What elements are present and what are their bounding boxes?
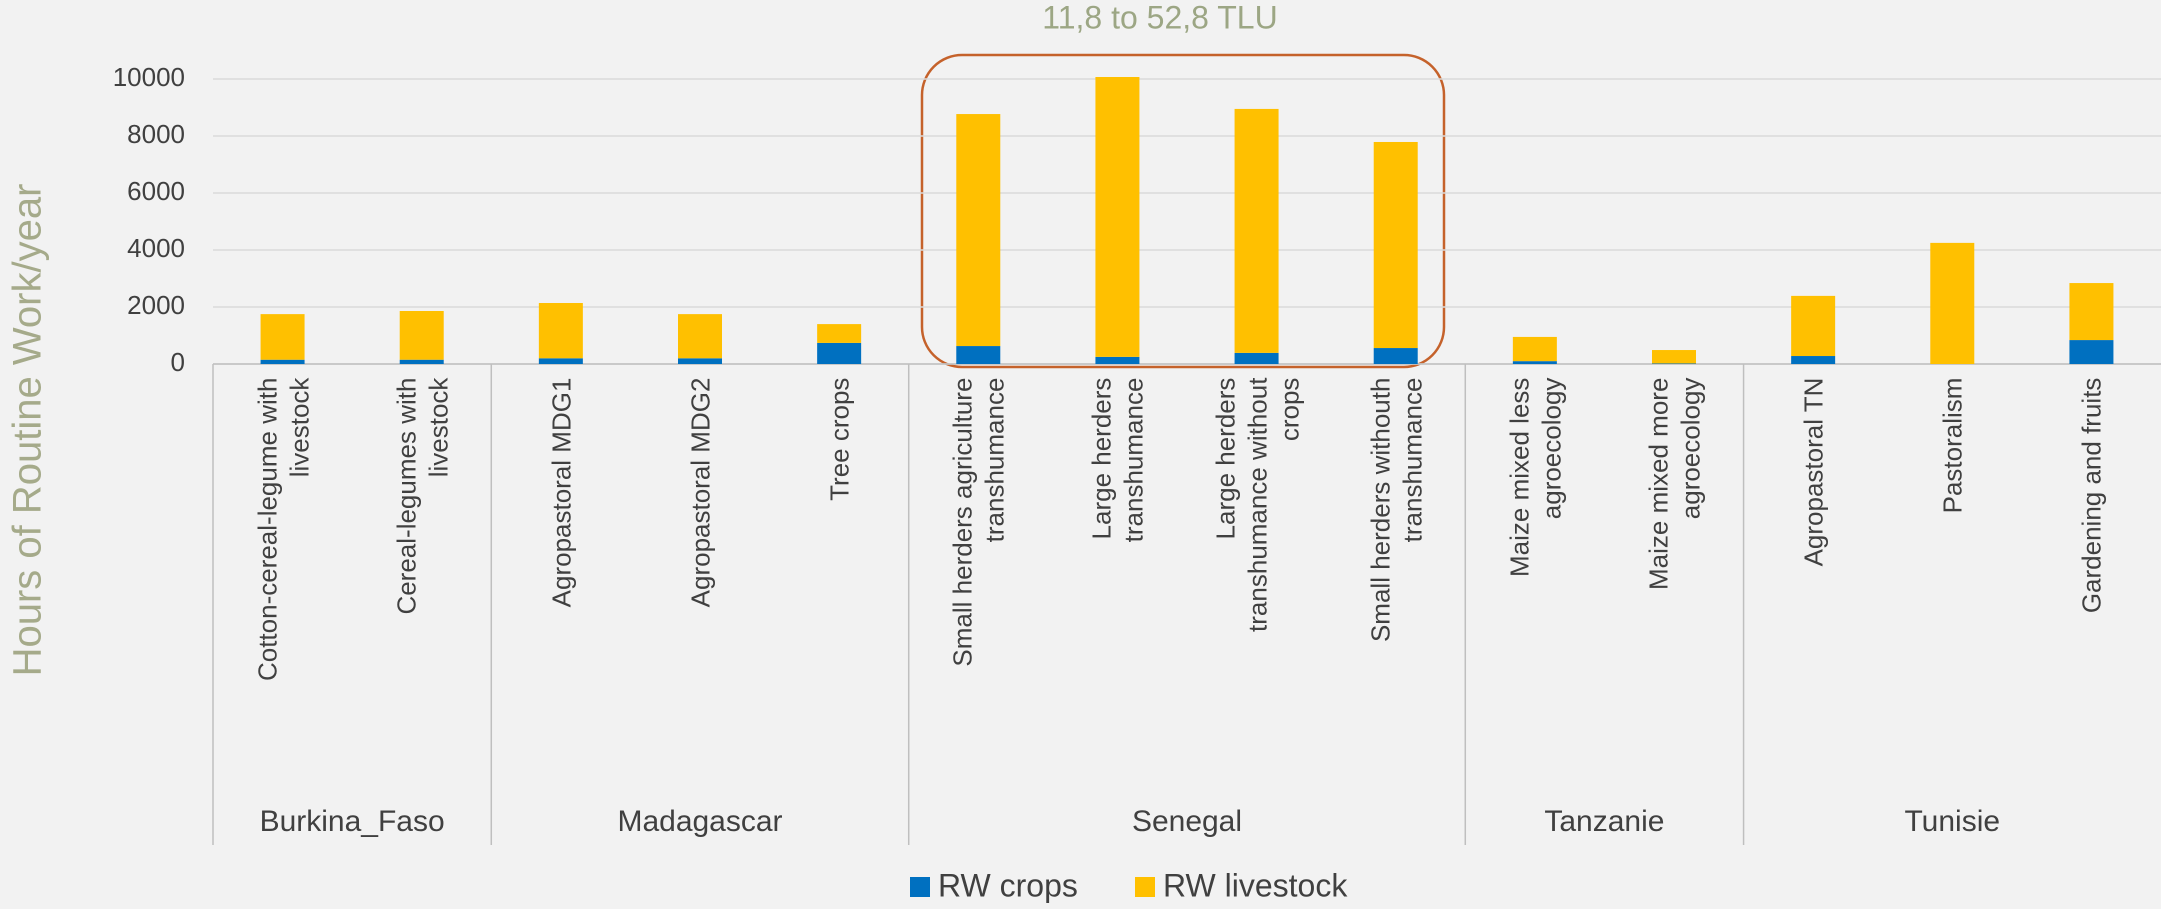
bar-segment <box>2069 340 2114 364</box>
bar-segment <box>399 359 444 364</box>
x-tick-label: Agropastoral TN <box>1798 377 1829 567</box>
legend-label: RW crops <box>938 867 1078 903</box>
y-tick-label: 0 <box>171 347 185 377</box>
bar-segment <box>1930 242 1975 364</box>
x-tick-label: Maize mixed less agroecology <box>1503 377 1566 578</box>
legend-swatch <box>910 877 930 897</box>
annotation: 11,8 to 52,8 TLU <box>1042 0 1277 35</box>
bar-segment <box>538 303 583 359</box>
bar-segment <box>1095 77 1140 357</box>
group-label: Burkina_Faso <box>260 805 445 838</box>
bar-segment <box>1234 108 1279 353</box>
x-tick-label: Agropastoral MDG1 <box>545 377 576 608</box>
bar-segment <box>2069 283 2114 341</box>
x-tick-label: Cotton-cereal-legume with livestock <box>251 377 314 682</box>
legend-label: RW livestock <box>1163 867 1348 903</box>
bar-segment <box>1373 348 1418 364</box>
bar-segment <box>1512 361 1557 364</box>
bar-segment <box>399 310 444 360</box>
group-label: Senegal <box>1132 805 1242 838</box>
bar-segment <box>678 358 722 364</box>
bar-segment <box>260 314 305 360</box>
bar-segment <box>1791 356 1836 364</box>
bar-segment <box>956 346 1001 364</box>
y-tick-label: 2000 <box>127 290 185 320</box>
bar-segment <box>817 342 862 364</box>
x-tick-label: Tree crops <box>824 377 855 502</box>
x-tick-label: Cereal-legumes with livestock <box>390 377 453 615</box>
bar-segment <box>1512 336 1557 362</box>
bar-segment <box>817 324 862 343</box>
y-tick-label: 4000 <box>127 233 185 263</box>
x-tick-label: Pastoralism <box>1937 377 1968 514</box>
x-tick-label: Maize mixed more agroecology <box>1642 377 1705 591</box>
group-label: Tanzanie <box>1544 805 1664 838</box>
x-tick-label: Agropastoral MDG2 <box>684 377 715 608</box>
group-label: Tunisie <box>1904 805 2000 838</box>
highlight-box <box>920 53 1446 369</box>
x-tick-label: Large herders transhumance without crops <box>1209 377 1304 633</box>
bar-segment <box>538 358 583 364</box>
bar-segment <box>1652 363 1696 364</box>
x-tick-label: Gardening and fruits <box>2076 377 2107 614</box>
bar-segment <box>1652 350 1696 364</box>
bar-segment <box>678 314 722 359</box>
legend-swatch <box>1135 877 1155 897</box>
x-tick-label: Small herders agriculture transhumance <box>947 377 1010 668</box>
bar-segment <box>1095 356 1140 364</box>
x-tick-label: Large herders transhumance <box>1086 377 1149 543</box>
y-tick-label: 6000 <box>127 176 185 206</box>
group-label: Madagascar <box>617 805 782 838</box>
bar-segment <box>260 359 305 364</box>
y-axis-label: Hours of Routine Work/year <box>6 184 50 677</box>
x-tick-label: Small herders withouth transhumance <box>1364 377 1427 643</box>
bar-segment <box>1373 141 1418 349</box>
bar-segment <box>1791 295 1836 357</box>
y-tick-label: 8000 <box>127 119 185 149</box>
y-tick-label: 10000 <box>113 62 185 92</box>
bar-segment <box>1234 352 1279 364</box>
bar-segment <box>956 114 1001 347</box>
